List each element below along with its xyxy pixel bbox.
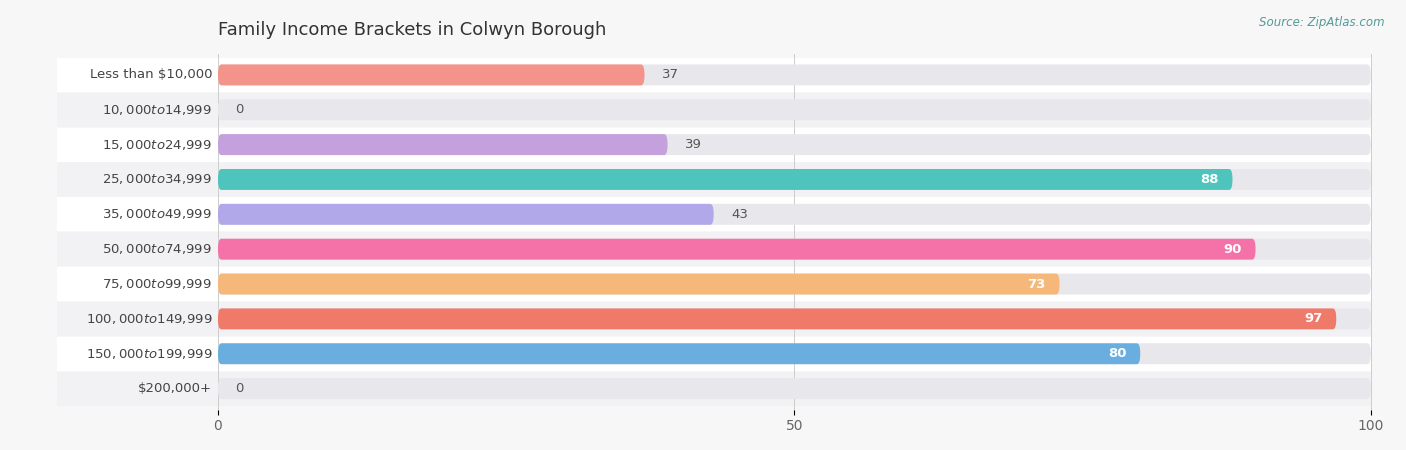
FancyBboxPatch shape [56,302,1371,336]
Text: 90: 90 [1223,243,1241,256]
FancyBboxPatch shape [56,197,1371,231]
FancyBboxPatch shape [56,93,1371,127]
FancyBboxPatch shape [56,58,1371,92]
FancyBboxPatch shape [218,134,668,155]
Text: $200,000+: $200,000+ [138,382,212,395]
Text: $50,000 to $74,999: $50,000 to $74,999 [103,242,212,256]
FancyBboxPatch shape [56,127,1371,162]
FancyBboxPatch shape [56,372,1371,405]
Text: Source: ZipAtlas.com: Source: ZipAtlas.com [1260,16,1385,29]
Text: 0: 0 [235,382,243,395]
FancyBboxPatch shape [218,64,1371,86]
Text: $25,000 to $34,999: $25,000 to $34,999 [103,172,212,186]
Text: 39: 39 [685,138,702,151]
Text: Less than $10,000: Less than $10,000 [90,68,212,81]
Text: 88: 88 [1201,173,1219,186]
FancyBboxPatch shape [218,343,1140,364]
Text: $100,000 to $149,999: $100,000 to $149,999 [86,312,212,326]
FancyBboxPatch shape [218,204,1371,225]
Text: 0: 0 [235,103,243,116]
FancyBboxPatch shape [218,238,1256,260]
FancyBboxPatch shape [218,99,1371,120]
Text: 73: 73 [1028,278,1046,291]
FancyBboxPatch shape [56,337,1371,371]
FancyBboxPatch shape [56,267,1371,301]
Text: Family Income Brackets in Colwyn Borough: Family Income Brackets in Colwyn Borough [218,21,606,39]
Text: $35,000 to $49,999: $35,000 to $49,999 [103,207,212,221]
Text: 97: 97 [1305,312,1323,325]
FancyBboxPatch shape [218,274,1371,294]
FancyBboxPatch shape [218,343,1371,364]
FancyBboxPatch shape [218,378,1371,399]
FancyBboxPatch shape [218,134,1371,155]
Text: $75,000 to $99,999: $75,000 to $99,999 [103,277,212,291]
FancyBboxPatch shape [218,308,1336,329]
FancyBboxPatch shape [218,274,1060,294]
FancyBboxPatch shape [218,238,1371,260]
Text: 80: 80 [1108,347,1126,360]
Text: $15,000 to $24,999: $15,000 to $24,999 [103,138,212,152]
FancyBboxPatch shape [218,169,1371,190]
FancyBboxPatch shape [56,232,1371,266]
FancyBboxPatch shape [218,64,644,86]
Text: 37: 37 [662,68,679,81]
FancyBboxPatch shape [56,162,1371,197]
FancyBboxPatch shape [218,204,714,225]
FancyBboxPatch shape [218,308,1371,329]
FancyBboxPatch shape [218,169,1233,190]
Text: $150,000 to $199,999: $150,000 to $199,999 [86,347,212,361]
Text: $10,000 to $14,999: $10,000 to $14,999 [103,103,212,117]
Text: 43: 43 [731,208,748,221]
